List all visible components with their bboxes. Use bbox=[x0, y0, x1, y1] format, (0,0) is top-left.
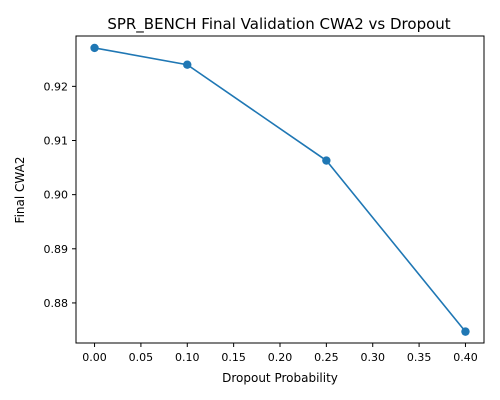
x-tick-label: 0.05 bbox=[129, 351, 154, 364]
y-axis-label: Final CWA2 bbox=[13, 157, 27, 224]
x-tick-label: 0.30 bbox=[360, 351, 385, 364]
ticks-layer: 0.00 0.05 0.10 0.15 0.20 0.25 0.30 0.35 0.40 0.88… bbox=[44, 80, 478, 364]
data-point bbox=[183, 60, 192, 69]
x-tick-label: 0.40 bbox=[453, 351, 478, 364]
data-point bbox=[322, 156, 331, 165]
data-point bbox=[90, 43, 99, 53]
y-tick-label: 0.88 bbox=[44, 297, 69, 310]
x-tick-label: 0.25 bbox=[314, 351, 339, 364]
y-tick-label: 0.92 bbox=[44, 80, 69, 93]
chart-title: SPR_BENCH Final Validation CWA2 vs Dropo… bbox=[107, 15, 450, 34]
data-point bbox=[461, 327, 470, 336]
y-tick-label: 0.90 bbox=[44, 189, 69, 202]
x-tick-label: 0.15 bbox=[221, 351, 246, 364]
x-tick-label: 0.00 bbox=[82, 351, 107, 364]
y-tick-label: 0.89 bbox=[44, 243, 69, 256]
series-layer bbox=[90, 43, 470, 336]
x-axis-label: Dropout Probability bbox=[222, 371, 338, 385]
x-tick-label: 0.10 bbox=[175, 351, 200, 364]
series-line bbox=[94, 47, 467, 333]
y-tick-label: 0.91 bbox=[44, 134, 69, 147]
plot-frame bbox=[75, 35, 485, 344]
x-tick-label: 0.20 bbox=[268, 351, 293, 364]
x-tick-label: 0.35 bbox=[407, 351, 432, 364]
